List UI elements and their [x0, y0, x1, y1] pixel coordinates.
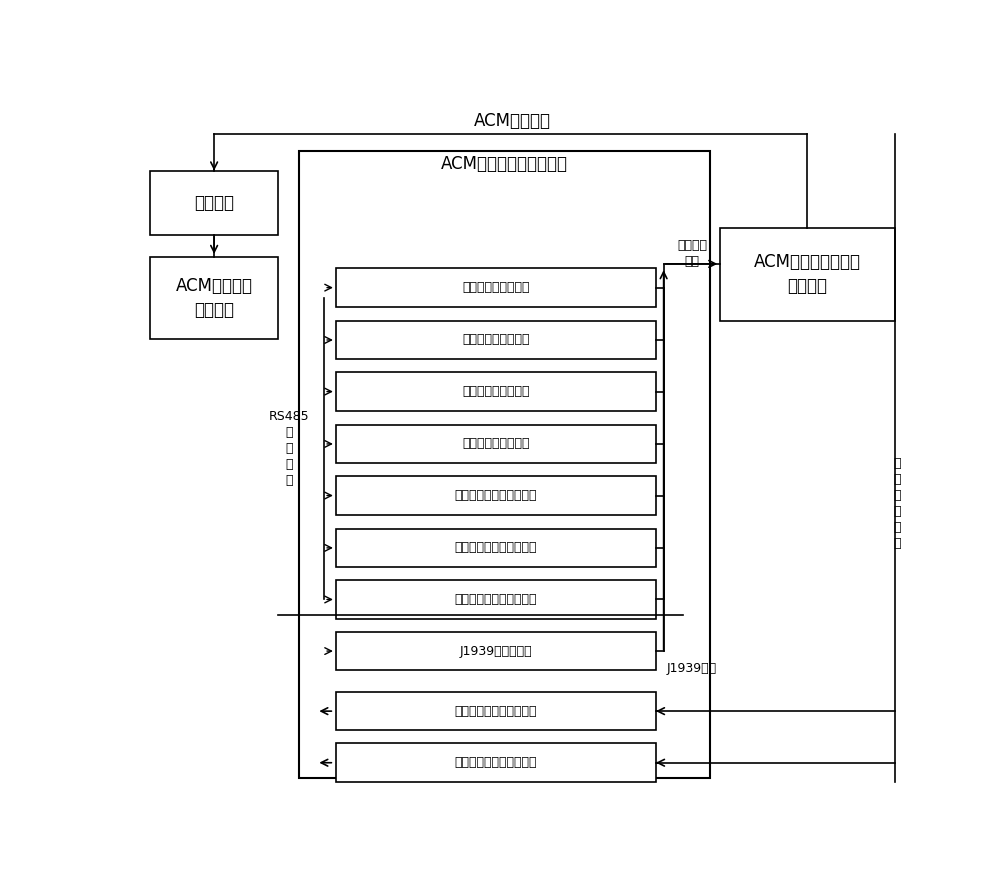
Text: 压力检测信号模拟器: 压力检测信号模拟器: [462, 281, 530, 294]
Bar: [336, 425, 656, 463]
Bar: [336, 372, 656, 411]
Text: 灰阀阀位检测信号模拟器: 灰阀阀位检测信号模拟器: [455, 541, 537, 555]
Text: ACM通讯总线: ACM通讯总线: [474, 111, 551, 130]
Bar: [336, 692, 656, 731]
Text: ACM检测系统
控制软件: ACM检测系统 控制软件: [176, 277, 253, 319]
Text: 清水阀位检测信号模拟器: 清水阀位检测信号模拟器: [455, 489, 537, 502]
Text: 主机设备: 主机设备: [194, 194, 234, 212]
Bar: [336, 268, 656, 307]
Text: 清水流量检测信号模拟器: 清水流量检测信号模拟器: [455, 593, 537, 606]
Text: 灰阀阀位控制信号模拟器: 灰阀阀位控制信号模拟器: [455, 757, 537, 769]
Text: ACM外部信号模拟器底板: ACM外部信号模拟器底板: [441, 156, 568, 173]
Text: 检测信号
总线: 检测信号 总线: [677, 239, 707, 268]
Text: 密度检测信号模拟器: 密度检测信号模拟器: [462, 437, 530, 451]
Text: RS485
控
制
总
线: RS485 控 制 总 线: [269, 410, 309, 487]
Bar: [150, 257, 278, 340]
Text: 排量检测信号模拟器: 排量检测信号模拟器: [462, 333, 530, 347]
Bar: [299, 150, 710, 778]
Text: J1939信号模拟器: J1939信号模拟器: [460, 645, 532, 658]
Text: 清水阀位控制信号模拟器: 清水阀位控制信号模拟器: [455, 705, 537, 717]
Bar: [336, 477, 656, 515]
Text: ACM混浆密度液位自
动控制器: ACM混浆密度液位自 动控制器: [754, 253, 861, 295]
Bar: [336, 743, 656, 782]
Bar: [720, 228, 895, 321]
Bar: [336, 321, 656, 359]
Text: 控
制
信
号
总
线: 控 制 信 号 总 线: [894, 457, 901, 550]
Text: J1939总线: J1939总线: [667, 661, 717, 675]
Bar: [336, 581, 656, 619]
Bar: [336, 529, 656, 567]
Bar: [150, 171, 278, 236]
Bar: [336, 632, 656, 670]
Text: 液位检测信号模拟器: 液位检测信号模拟器: [462, 385, 530, 398]
